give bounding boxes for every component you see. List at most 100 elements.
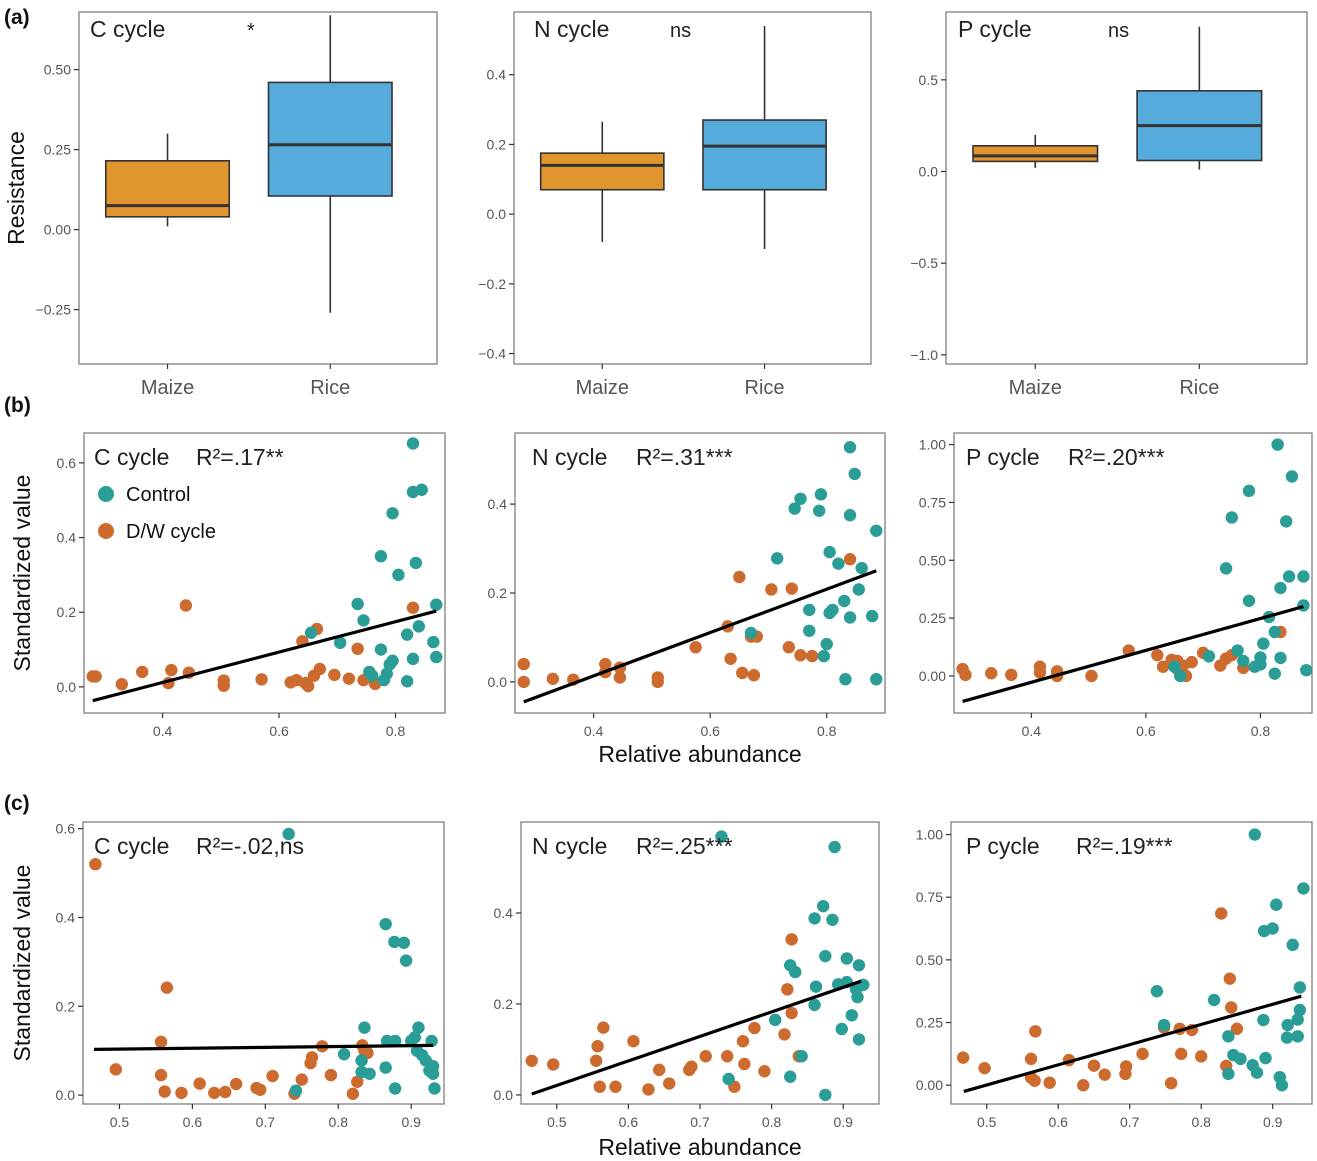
panel-tag-c: (c): [4, 792, 30, 815]
series-control: [715, 830, 870, 1102]
data-point: [255, 673, 268, 686]
y-axis-title: Standardized value: [9, 475, 35, 672]
box-maize: [972, 134, 1099, 168]
data-point: [400, 675, 414, 688]
x-tick-label: 0.8: [386, 723, 406, 739]
data-point: [1268, 667, 1281, 680]
data-point: [546, 672, 560, 685]
plot-title: N cycle: [532, 444, 607, 470]
data-point: [1168, 660, 1181, 673]
data-point: [289, 1084, 303, 1097]
r-squared-label: R²=.31***: [636, 444, 733, 470]
y-tick-label: 0.0: [494, 1087, 514, 1103]
data-point: [388, 935, 401, 949]
y-tick-label: 0.25: [919, 610, 946, 626]
data-point: [346, 1087, 360, 1100]
y-tick-label: 0.2: [494, 996, 514, 1012]
data-point: [852, 1033, 866, 1046]
x-tick-label: 0.8: [1191, 1114, 1211, 1130]
data-point: [826, 913, 839, 926]
data-point: [1234, 1052, 1247, 1066]
data-point: [843, 509, 857, 522]
box-rice: [267, 15, 393, 313]
series-control: [744, 441, 883, 686]
data-point: [328, 668, 341, 682]
y-axis-title: Standardized value: [9, 865, 35, 1062]
plot-title: P cycle: [966, 833, 1040, 859]
x-category-label: Maize: [141, 377, 194, 399]
data-point: [409, 556, 423, 570]
data-point: [313, 662, 327, 676]
series-dw-cycle: [956, 907, 1244, 1092]
y-tick-label: −1.0: [910, 347, 938, 363]
data-point: [1174, 669, 1187, 683]
data-point: [699, 1050, 712, 1063]
data-point: [785, 582, 798, 595]
data-point: [835, 1022, 848, 1036]
plot-c-P: 0.00 0.25 0.50 0.75 1.00 0.5 0.6 0.7 0.8 0.9 P cyc…: [916, 821, 1313, 1130]
y-tick-label: 0.5: [919, 72, 939, 88]
data-point: [589, 1054, 603, 1067]
data-point: [593, 1080, 606, 1093]
x-category-label: Maize: [576, 377, 629, 399]
data-point: [809, 980, 823, 993]
data-point: [1028, 1074, 1041, 1087]
iqr-box: [702, 119, 827, 191]
data-point: [1297, 599, 1310, 612]
iqr-box: [267, 81, 393, 197]
data-point: [1259, 1051, 1272, 1065]
x-tick-label: 0.8: [1251, 723, 1271, 739]
data-point: [217, 679, 230, 692]
data-point: [642, 1083, 655, 1096]
iqr-box: [539, 152, 665, 191]
data-point: [1029, 1025, 1042, 1038]
r-squared-label: R²=.17**: [196, 444, 284, 470]
plot-a-P: −1.0 −0.5 0.0 0.5 Maize Rice P cycle ns: [910, 11, 1308, 399]
data-point: [1222, 1030, 1235, 1043]
series-control: [1150, 828, 1310, 1092]
box-maize: [539, 121, 665, 243]
x-tick-label: 0.6: [1048, 1114, 1068, 1130]
data-point: [1286, 938, 1299, 952]
data-point: [1231, 644, 1244, 657]
box-rice: [702, 25, 827, 249]
data-point: [870, 524, 883, 537]
data-point: [1150, 985, 1164, 998]
significance-label: ns: [670, 20, 691, 42]
data-point: [1151, 648, 1164, 662]
plot-c-N: 0.0 0.2 0.4 0.5 0.6 0.7 0.8 0.9 N cycle R²=.25***…: [494, 821, 880, 1160]
data-point: [1275, 1079, 1289, 1092]
data-point: [89, 670, 102, 683]
data-point: [406, 652, 420, 666]
data-point: [794, 492, 807, 505]
data-point: [843, 553, 857, 566]
data-point: [823, 545, 836, 559]
data-point: [715, 830, 728, 843]
data-point: [843, 611, 857, 624]
x-axis-title: Relative abundance: [598, 1134, 801, 1160]
data-point: [383, 658, 396, 671]
data-point: [1225, 511, 1239, 524]
data-point: [736, 666, 749, 680]
data-point: [1207, 993, 1221, 1007]
data-point: [819, 949, 832, 963]
regression-line: [531, 979, 862, 1096]
data-point: [845, 1009, 858, 1022]
regression-line: [93, 1043, 434, 1051]
y-tick-label: 0.4: [57, 530, 77, 546]
data-point: [1293, 1003, 1307, 1017]
y-tick-label: 0.4: [56, 909, 76, 925]
y-axis-title: Resistance: [3, 131, 29, 245]
legend-label: Control: [126, 484, 190, 506]
plot-c-C: 0.0 0.2 0.4 0.6 0.5 0.6 0.7 0.8 0.9 C cycle R²=-.0…: [9, 821, 445, 1130]
data-point: [412, 620, 425, 633]
data-point: [388, 1082, 402, 1095]
x-tick-label: 0.6: [619, 1114, 639, 1130]
data-point: [663, 1077, 676, 1090]
y-tick-label: 0.75: [916, 889, 943, 905]
y-tick-label: 0.0: [57, 679, 77, 695]
y-tick-label: 0.4: [488, 496, 508, 512]
data-point: [748, 1021, 761, 1035]
data-point: [1119, 1067, 1132, 1081]
